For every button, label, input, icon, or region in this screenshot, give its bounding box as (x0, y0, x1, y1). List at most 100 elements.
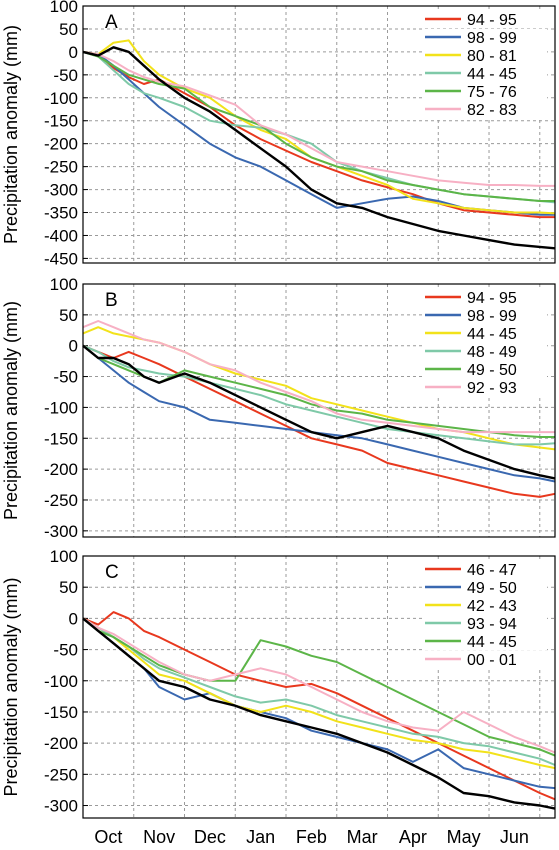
month-label-dec: Dec (194, 827, 226, 847)
y-tick-label: -300 (44, 181, 78, 200)
series-line-44-45 (82, 617, 556, 757)
y-tick-label: -100 (44, 672, 78, 691)
y-tick-label: -100 (44, 89, 78, 108)
y-tick-label: 100 (50, 0, 78, 16)
legend-label: 98 - 99 (467, 308, 517, 325)
legend-label: 00 - 01 (467, 652, 517, 669)
series-line-49-50 (82, 344, 555, 438)
series-line-00-01 (82, 617, 556, 754)
legend-label: 49 - 50 (467, 580, 517, 597)
month-label-apr: Apr (399, 827, 427, 847)
y-tick-label: -300 (44, 797, 78, 816)
y-tick-label: -350 (44, 204, 78, 223)
legend-entry-bg (423, 307, 547, 324)
month-label-may: May (447, 827, 481, 847)
legend-entry-bg (423, 29, 547, 46)
legend-entry-bg (423, 579, 547, 596)
legend-label: 93 - 94 (467, 616, 517, 633)
series-line-82-83 (82, 50, 555, 187)
month-label-jan: Jan (246, 827, 275, 847)
month-axis-labels: Oct Nov Dec Jan Feb Mar Apr May Jun (94, 827, 529, 847)
y-tick-label: -250 (44, 158, 78, 177)
y-tick-label: 100 (50, 275, 78, 294)
month-label-nov: Nov (143, 827, 175, 847)
legend-entry-bg (423, 11, 547, 28)
legend-entry-bg (423, 101, 547, 118)
y-tick-label: -150 (44, 429, 78, 448)
y-axis-label: Precipitation anomaly (mm) (1, 25, 21, 244)
y-tick-label: 100 (50, 547, 78, 566)
series-line-93-94 (82, 617, 556, 766)
legend-label: 92 - 93 (467, 380, 517, 397)
legend-label: 80 - 81 (467, 48, 517, 65)
panel-label: A (105, 12, 118, 33)
legend-label: 48 - 49 (467, 344, 517, 361)
legend-entry-bg (423, 597, 547, 614)
panel-label: C (105, 562, 119, 583)
month-label-jun: Jun (500, 827, 529, 847)
legend-entry-bg (423, 633, 547, 650)
legend-label: 46 - 47 (467, 562, 517, 579)
legend-label: 98 - 99 (467, 30, 517, 47)
legend-entry-bg (423, 47, 547, 64)
panel-c: 100 50 0 -50 -100 -150 -200 -250 -300 C Precipitat… (1, 547, 556, 819)
legend-entry-bg (423, 651, 547, 668)
series-line-reference (82, 617, 556, 810)
legend-entry-bg (423, 379, 547, 396)
y-tick-label: -400 (44, 226, 78, 245)
legend-label: 44 - 45 (467, 326, 517, 343)
y-tick-label: -100 (44, 398, 78, 417)
legend-label: 42 - 43 (467, 598, 517, 615)
legend-entry-bg (423, 289, 547, 306)
y-tick-label: 50 (59, 20, 78, 39)
y-tick-label: -450 (44, 249, 78, 268)
series-line-75-76 (82, 50, 555, 202)
legend-label: 44 - 45 (467, 66, 517, 83)
series-line-92-93 (82, 320, 555, 434)
y-tick-label: -250 (44, 491, 78, 510)
panel-a: 100 50 0 -50 -100 -150 -200 -250 -300 -350 -400 -45… (1, 0, 556, 268)
series-line-44-45 (82, 326, 556, 451)
legend-label: 49 - 50 (467, 362, 517, 379)
series-line-reference (82, 46, 556, 250)
y-tick-label: -200 (44, 460, 78, 479)
series-line-80-81 (82, 39, 556, 215)
legend-entry-bg (423, 561, 547, 578)
y-tick-label: -50 (53, 641, 78, 660)
series-line-46-47 (82, 611, 556, 801)
y-tick-label: -200 (44, 734, 78, 753)
y-tick-label: -250 (44, 765, 78, 784)
panel-b: 100 50 0 -50 -100 -150 -200 -250 -300 B Precipitat… (1, 275, 556, 541)
legend-entry-bg (423, 83, 547, 100)
y-tick-label: -50 (53, 368, 78, 387)
y-tick-label: -50 (53, 66, 78, 85)
y-tick-label: -300 (44, 522, 78, 541)
legend-entry-bg (423, 65, 547, 82)
y-tick-label: 0 (69, 609, 78, 628)
month-label-mar: Mar (347, 827, 378, 847)
month-label-feb: Feb (296, 827, 327, 847)
month-label-oct: Oct (94, 827, 122, 847)
legend-label: 94 - 95 (467, 290, 517, 307)
series-line-98-99 (82, 344, 556, 483)
y-tick-label: 50 (59, 306, 78, 325)
legend-entry-bg (423, 325, 547, 342)
series-line-42-43 (82, 617, 556, 770)
legend-label: 82 - 83 (467, 102, 517, 119)
legend-label: 75 - 76 (467, 84, 517, 101)
plot-frame (82, 555, 556, 819)
y-tick-label: 0 (69, 43, 78, 62)
series-line-94-95 (82, 344, 556, 498)
panel-label: B (105, 290, 118, 311)
legend-label: 94 - 95 (467, 12, 517, 29)
y-tick-label: 0 (69, 337, 78, 356)
plot-frame (82, 283, 556, 538)
legend-entry-bg (423, 361, 547, 378)
legend-label: 44 - 45 (467, 634, 517, 651)
chart-panels: 100 50 0 -50 -100 -150 -200 -250 -300 -350 -400 -45… (1, 0, 556, 819)
y-tick-label: -200 (44, 135, 78, 154)
y-tick-label: -150 (44, 112, 78, 131)
series-line-48-49 (82, 344, 556, 446)
series-line-reference (82, 344, 556, 480)
plot-frame (82, 5, 556, 264)
